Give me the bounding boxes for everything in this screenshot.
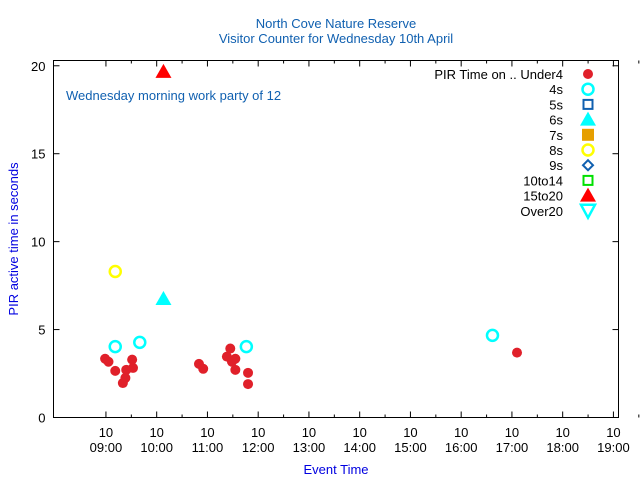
legend-label: 7s xyxy=(549,128,563,143)
legend-label: PIR Time on .. Under4 xyxy=(434,67,563,82)
legend-label: 9s xyxy=(549,158,563,173)
legend-marker xyxy=(582,174,594,186)
x-tick-label-day: 10 xyxy=(505,425,519,440)
chart-title-line2: Visitor Counter for Wednesday 10th April xyxy=(219,31,453,46)
data-point-Under4 xyxy=(128,362,139,373)
legend-marker xyxy=(581,143,595,157)
data-point-Under4 xyxy=(127,354,138,365)
x-tick-label-day: 10 xyxy=(302,425,316,440)
data-point-Under4 xyxy=(243,379,254,390)
y-tick-label: 10 xyxy=(31,235,45,250)
x-tick-label-time: 11:00 xyxy=(192,440,224,455)
data-point-Under4 xyxy=(230,364,241,375)
x-tick-label-day: 10 xyxy=(99,425,113,440)
chart-title-line1: North Cove Nature Reserve xyxy=(256,16,416,31)
x-tick-label-time: 17:00 xyxy=(496,440,529,455)
data-point-Under4 xyxy=(512,347,523,358)
annotation: Wednesday morning work party of 12 xyxy=(66,88,281,103)
data-point-Under4 xyxy=(243,367,254,378)
legend-label: 4s xyxy=(549,82,563,97)
x-tick-label-day: 10 xyxy=(555,425,569,440)
y-axis-label: PIR active time in seconds xyxy=(6,162,21,316)
legend-marker xyxy=(578,203,598,221)
x-tick-label-time: 18:00 xyxy=(546,440,579,455)
data-point-Under4 xyxy=(225,343,236,354)
legend-marker xyxy=(581,82,595,96)
legend-label: Over20 xyxy=(520,204,563,219)
data-point-Under4 xyxy=(103,356,114,367)
data-point-6s xyxy=(155,290,172,305)
legend-marker xyxy=(581,158,595,172)
data-point-Under4 xyxy=(120,372,131,383)
legend-marker xyxy=(582,98,594,110)
legend-label: 6s xyxy=(549,113,563,128)
x-axis-label: Event Time xyxy=(303,462,368,477)
x-tick-label-day: 10 xyxy=(200,425,214,440)
data-point-Under4 xyxy=(198,363,209,374)
y-tick-label: 15 xyxy=(31,147,45,162)
x-tick-label-time: 19:00 xyxy=(597,440,630,455)
y-tick-label: 5 xyxy=(38,323,45,338)
data-point-4s xyxy=(108,339,122,354)
data-point-8s xyxy=(108,264,122,279)
y-tick-label: 20 xyxy=(31,59,45,74)
data-point-Under4 xyxy=(230,353,241,364)
data-point-15to20 xyxy=(155,63,172,78)
x-tick-label-day: 10 xyxy=(403,425,417,440)
legend-label: 5s xyxy=(549,97,563,112)
legend-label: 8s xyxy=(549,143,563,158)
x-tick-label-time: 15:00 xyxy=(394,440,427,455)
data-point-4s xyxy=(485,328,500,343)
legend-marker xyxy=(580,187,596,202)
legend-marker xyxy=(580,111,596,126)
x-tick-label-day: 10 xyxy=(251,425,265,440)
x-tick-label-time: 10:00 xyxy=(140,440,173,455)
legend-marker xyxy=(582,128,594,141)
legend-label: 15to20 xyxy=(523,189,563,204)
data-point-4s xyxy=(133,335,147,350)
data-point-Under4 xyxy=(110,365,121,376)
plot-border xyxy=(53,60,619,418)
x-tick-label-time: 14:00 xyxy=(343,440,376,455)
x-tick-label-day: 10 xyxy=(149,425,163,440)
x-tick-label-time: 13:00 xyxy=(293,440,326,455)
x-tick-label-time: 16:00 xyxy=(445,440,478,455)
x-tick-label-time: 12:00 xyxy=(242,440,275,455)
x-tick-label-day: 10 xyxy=(454,425,468,440)
x-tick-label-day: 10 xyxy=(352,425,366,440)
y-tick-label: 0 xyxy=(38,411,45,426)
x-tick-label-day: 10 xyxy=(606,425,620,440)
x-tick-label-time: 09:00 xyxy=(90,440,123,455)
data-point-4s xyxy=(239,339,254,354)
legend-marker xyxy=(583,69,593,79)
legend-label: 10to14 xyxy=(523,173,563,188)
